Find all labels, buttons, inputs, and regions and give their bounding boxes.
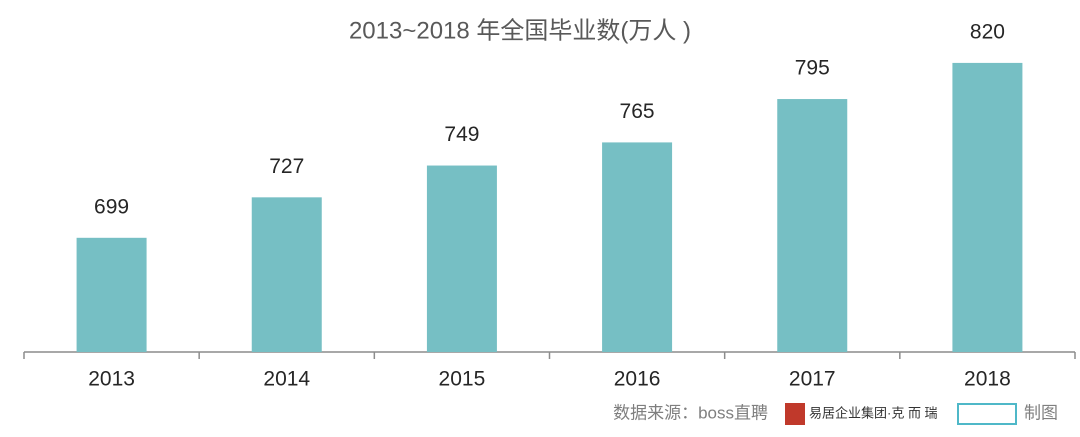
source-text: 数据来源：boss直聘: [613, 403, 768, 422]
bar: [426, 165, 497, 352]
x-tick-label: 2018: [964, 368, 1011, 391]
x-tick-label: 2013: [88, 368, 135, 391]
bar: [952, 62, 1023, 353]
bar: [76, 237, 147, 352]
x-tick-label: 2015: [439, 368, 486, 391]
logo-icon: [785, 403, 805, 425]
chart-title: 2013~2018 年全国毕业数(万人 ): [349, 17, 691, 44]
value-label: 795: [795, 57, 830, 80]
bar: [777, 99, 848, 352]
value-label: 820: [970, 20, 1005, 43]
value-label: 749: [444, 123, 479, 146]
x-tick-label: 2016: [614, 368, 661, 391]
suffix-text: 制图: [1024, 403, 1058, 422]
x-tick-label: 2017: [789, 368, 836, 391]
value-label: 765: [620, 100, 655, 123]
x-tick-label: 2014: [263, 368, 310, 391]
org-text: 易居企业集团·克 而 瑞: [809, 405, 938, 420]
logo-mark: [957, 403, 1017, 425]
bar: [251, 197, 322, 352]
value-label: 727: [269, 155, 304, 178]
bar: [602, 142, 673, 352]
value-label: 699: [94, 195, 129, 218]
